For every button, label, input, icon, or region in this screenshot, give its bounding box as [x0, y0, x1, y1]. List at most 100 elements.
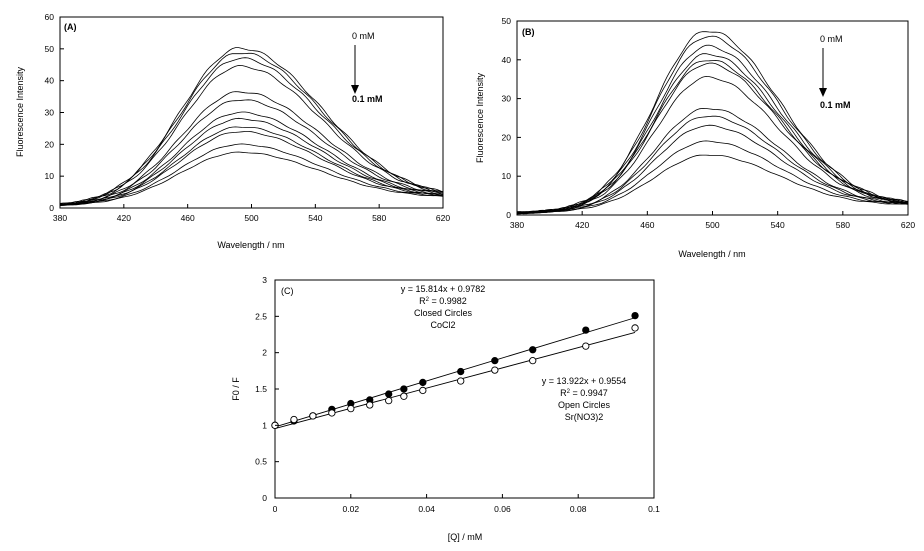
- fit-r2-srno32-value: = 0.9947: [570, 388, 608, 398]
- panel-c-ytick-label: 2: [262, 348, 267, 358]
- point-cocl2: [491, 357, 499, 365]
- panel-c-xtick-label: 0.08: [570, 504, 587, 514]
- point-cocl2: [631, 311, 639, 320]
- panel-a-spectrum-8: [59, 117, 444, 206]
- panel-b-spectrum-7: [516, 75, 909, 215]
- panel-a-ytick-label: 50: [45, 44, 55, 54]
- panel-c-ticks: 0 0.02 0.04 0.06 0.08 0.1 0 0.5 1 1.5 2 2.5 3: [255, 275, 660, 514]
- panel-a-xtick-label: 460: [181, 213, 195, 223]
- panel-a-xtick-label: 620: [436, 213, 450, 223]
- panel-a-arrow-head: [351, 85, 359, 94]
- fit-r2-srno32: R2 = 0.9947: [560, 388, 608, 398]
- panel-b-ytick-label: 40: [502, 55, 512, 65]
- fit-equation-srno32: y = 13.922x + 0.9554: [542, 376, 627, 386]
- panel-a-spectrum-1: [59, 47, 444, 205]
- panel-c-ytick-label: 1: [262, 420, 267, 430]
- panel-a-xtick-label: 540: [308, 213, 322, 223]
- panel-a-spectrum-4: [59, 64, 444, 206]
- point-cocl2: [582, 326, 590, 334]
- panel-b-frame: [516, 20, 909, 216]
- point-srno32: [631, 324, 639, 332]
- panel-a-end-annotation: 0.1 mM: [352, 94, 383, 104]
- panel-a-xtick-label: 380: [53, 213, 67, 223]
- panel-a-spectrum-2: [59, 52, 444, 206]
- panel-b-ytick-label: 20: [502, 132, 512, 142]
- point-srno32: [457, 377, 465, 385]
- panel-a-ytick-label: 30: [45, 108, 55, 118]
- panel-c-label: (C): [281, 286, 294, 296]
- panel-a-spectrum-5: [60, 91, 444, 205]
- panel-b-ytick-label: 0: [506, 210, 511, 220]
- panel-b-xtick-label: 380: [510, 220, 524, 230]
- point-srno32: [347, 404, 355, 413]
- panel-a-spectrum-9: [59, 126, 444, 206]
- panel-a-spectrum-6: [59, 99, 444, 206]
- panel-a-ticks: 380 420 460 500 540 580 620 0 10 20 30 40 50 60: [45, 12, 451, 223]
- panel-a-start-annotation: 0 mM: [352, 31, 375, 41]
- panel-a-ylabel: Fluorescence Intensity: [15, 66, 25, 157]
- panel-b-spectrum-10: [516, 124, 909, 214]
- point-srno32: [529, 357, 537, 365]
- panel-a-spectrum-10: [59, 131, 443, 206]
- panel-c-xtick-label: 0.04: [418, 504, 435, 514]
- panel-b: 380 420 460 500 540 580 620 0 10 20 30 40 50 (B) 0 m…: [475, 16, 915, 259]
- point-srno32: [290, 415, 298, 424]
- panel-b-spectrum-9: [516, 115, 909, 214]
- panel-b-spectrum-5: [516, 60, 909, 214]
- panel-b-ticks: 380 420 460 500 540 580 620 0 10 20 30 40 50: [502, 16, 916, 230]
- panel-a-ytick-label: 20: [45, 139, 55, 149]
- panel-a-spectrum-12: [59, 151, 444, 206]
- fit-equation-cocl2: y = 15.814x + 0.9782: [401, 284, 486, 294]
- panel-a-ytick-label: 0: [49, 203, 54, 213]
- panel-a-xtick-label: 500: [244, 213, 258, 223]
- panel-b-spectrum-1: [516, 31, 909, 214]
- point-cocl2: [457, 367, 465, 376]
- legend-cocl2: CoCl2: [430, 320, 455, 330]
- panel-b-ylabel: Fluorescence Intensity: [475, 72, 485, 163]
- point-srno32: [582, 342, 590, 350]
- panel-b-spectrum-12: [516, 154, 909, 214]
- panel-c-ytick-label: 0.5: [255, 457, 267, 467]
- panel-b-xtick-label: 460: [640, 220, 654, 230]
- panel-a-xtick-label: 420: [117, 213, 131, 223]
- panel-c-ytick-label: 0: [262, 493, 267, 503]
- panel-a-xlabel: Wavelength / nm: [217, 240, 284, 250]
- panel-b-xlabel: Wavelength / nm: [678, 249, 745, 259]
- panel-c-xlabel: [Q] / mM: [448, 532, 483, 542]
- fit-r2-cocl2-value: = 0.9982: [429, 296, 467, 306]
- panel-c: 0 0.02 0.04 0.06 0.08 0.1 0 0.5 1 1.5 2 2.5 3 (C) y …: [231, 275, 660, 542]
- panel-c-xtick-label: 0.02: [343, 504, 360, 514]
- panel-b-label: (B): [522, 27, 535, 37]
- point-cocl2: [419, 378, 427, 387]
- legend-srno32: Sr(NO3)2: [565, 412, 604, 422]
- panel-a-spectrum-11: [59, 143, 444, 206]
- panel-b-ytick-label: 10: [502, 171, 512, 181]
- point-srno32: [385, 396, 393, 405]
- point-srno32: [419, 386, 427, 395]
- panel-b-spectrum-6: [516, 62, 909, 215]
- panel-a-xtick-label: 580: [372, 213, 386, 223]
- panel-c-xtick-label: 0.06: [494, 504, 511, 514]
- panel-b-xtick-label: 420: [575, 220, 589, 230]
- panel-a: 380 420 460 500 540 580 620 0 10 20 30 40 50 60 (A) 0…: [15, 12, 450, 250]
- point-cocl2: [529, 346, 537, 354]
- panel-b-ytick-label: 30: [502, 94, 512, 104]
- panel-a-curves: [59, 47, 444, 206]
- panel-c-xtick-label: 0: [273, 504, 278, 514]
- panel-b-end-annotation: 0.1 mM: [820, 100, 851, 110]
- panel-b-curves: [516, 31, 909, 215]
- panel-b-xtick-label: 580: [836, 220, 850, 230]
- panel-c-xtick-label: 0.1: [648, 504, 660, 514]
- point-cocl2: [385, 390, 393, 398]
- point-srno32: [400, 392, 408, 400]
- point-srno32: [309, 412, 317, 420]
- panel-b-start-annotation: 0 mM: [820, 34, 843, 44]
- panel-a-frame: [59, 16, 444, 209]
- panel-c-ylabel: F0 / F: [231, 377, 241, 401]
- panel-a-label: (A): [64, 22, 77, 32]
- fit-r2-cocl2: R2 = 0.9982: [419, 296, 467, 306]
- legend-open-circles: Open Circles: [558, 400, 611, 410]
- panel-b-xtick-label: 620: [901, 220, 915, 230]
- point-cocl2: [400, 385, 408, 393]
